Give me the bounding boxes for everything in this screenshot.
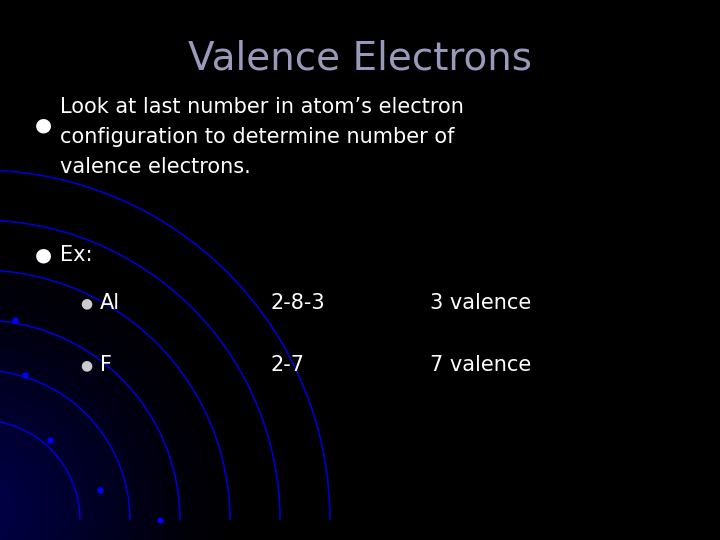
Circle shape — [0, 360, 120, 540]
Circle shape — [0, 375, 105, 540]
Circle shape — [0, 450, 30, 540]
Text: ●: ● — [35, 246, 52, 265]
Circle shape — [0, 465, 15, 540]
Circle shape — [0, 330, 150, 540]
Text: ●: ● — [80, 358, 92, 372]
Circle shape — [0, 390, 90, 540]
Text: Look at last number in atom’s electron: Look at last number in atom’s electron — [60, 97, 464, 117]
Text: 7 valence: 7 valence — [430, 355, 531, 375]
Text: ●: ● — [80, 296, 92, 310]
Circle shape — [0, 315, 165, 540]
Text: F: F — [100, 355, 112, 375]
Circle shape — [0, 435, 45, 540]
Text: Ex:: Ex: — [60, 245, 92, 265]
Circle shape — [0, 405, 75, 540]
Text: Valence Electrons: Valence Electrons — [188, 40, 532, 78]
Circle shape — [0, 345, 135, 540]
Text: 3 valence: 3 valence — [430, 293, 531, 313]
Text: ●: ● — [35, 116, 52, 134]
Text: valence electrons.: valence electrons. — [60, 157, 251, 177]
Text: Al: Al — [100, 293, 120, 313]
Text: 2-8-3: 2-8-3 — [270, 293, 325, 313]
Text: configuration to determine number of: configuration to determine number of — [60, 127, 454, 147]
Circle shape — [0, 420, 60, 540]
Text: 2-7: 2-7 — [270, 355, 304, 375]
